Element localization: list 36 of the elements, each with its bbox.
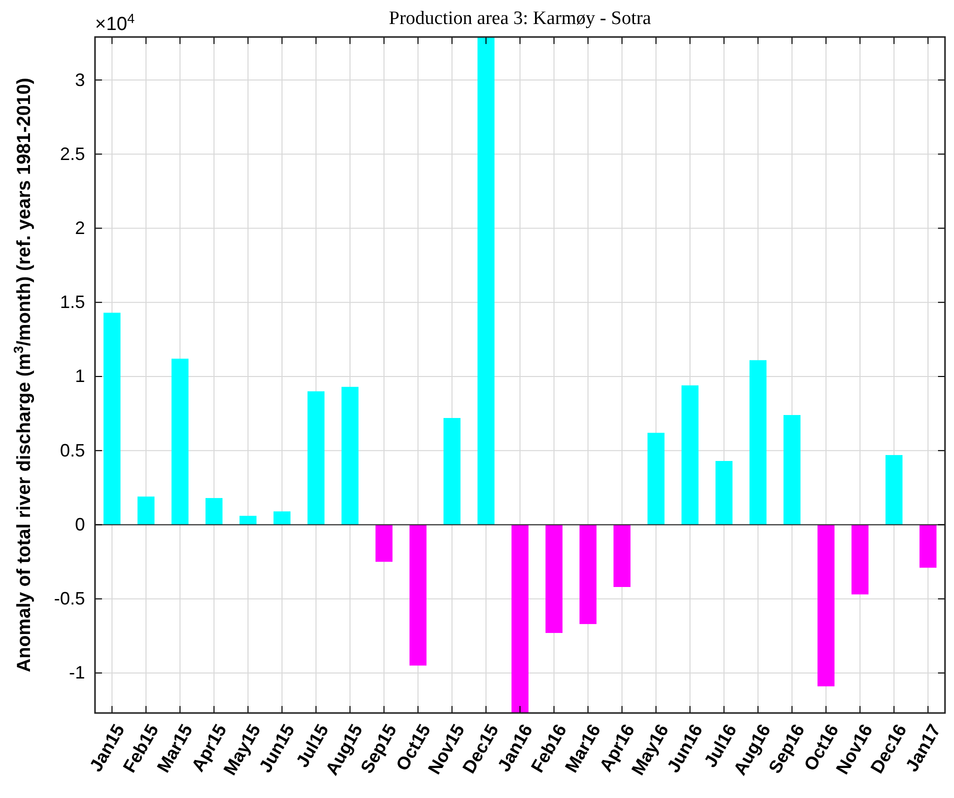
y-tick-label: 1	[74, 366, 85, 386]
bar	[716, 460, 732, 525]
bar	[342, 386, 358, 525]
bar	[512, 524, 528, 713]
bar	[546, 524, 562, 633]
y-tick-label: 0	[74, 514, 85, 534]
bar	[138, 496, 154, 525]
y-tick-label: -1	[68, 662, 85, 683]
y-tick-label: -0.5	[54, 588, 85, 609]
bar	[206, 498, 222, 525]
bar	[104, 312, 120, 525]
bar	[240, 516, 256, 525]
bar	[648, 432, 664, 525]
text: ×10$^{4}$	[95, 10, 135, 35]
bar	[478, 37, 494, 525]
bar	[308, 391, 324, 525]
bar	[172, 358, 188, 525]
y-tick-label: 3	[74, 70, 85, 90]
chart-title: Production area 3: Karmøy - Sotra	[388, 8, 652, 29]
bar	[886, 455, 902, 525]
bar	[784, 415, 800, 525]
bar	[376, 524, 392, 562]
bar	[750, 360, 766, 525]
y-tick-label: 1.5	[60, 292, 85, 312]
bar	[852, 524, 868, 594]
bar	[920, 524, 936, 568]
y-tick-label: 2.5	[60, 144, 85, 164]
y-tick-label: 2	[74, 218, 85, 238]
bar	[444, 418, 460, 525]
bar	[682, 385, 698, 525]
bar	[580, 524, 596, 624]
bar	[614, 524, 630, 587]
bar	[274, 511, 290, 525]
y-tick-label: 0.5	[60, 440, 85, 460]
bar	[410, 524, 426, 666]
bar	[818, 524, 834, 686]
